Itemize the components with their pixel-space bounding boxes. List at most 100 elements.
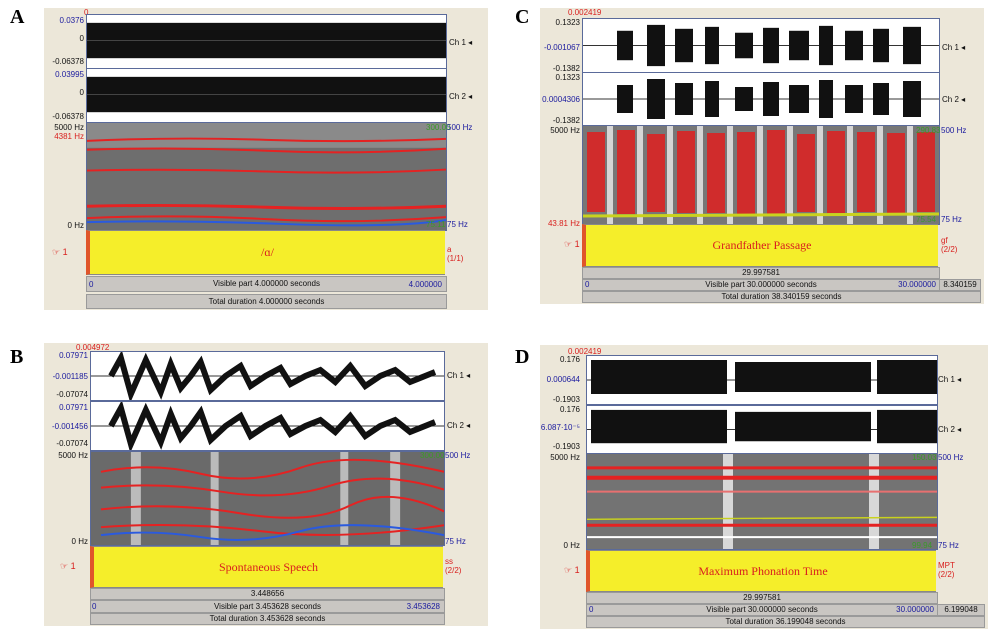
panel-c-selection-label: 29.997581 (742, 268, 780, 277)
panel-c-green-top: 290.83 (916, 126, 941, 135)
panel-a-visible-end: 4.000000 (408, 280, 442, 289)
panel-a-waveform-ch1[interactable] (86, 14, 447, 69)
panel-d-visible-bar[interactable]: Visible part 30.000000 seconds (586, 604, 938, 616)
panel-a-visible-label: Visible part 4.000000 seconds (212, 279, 321, 288)
panel-d-green-top: 150.03 (912, 453, 937, 462)
panel-c-wave2-svg (583, 79, 939, 119)
panel-d-selection-label: 29.997581 (743, 593, 781, 602)
panel-c-tier-num: ☞ 1 (564, 239, 580, 249)
panel-a-top-value: 0 (84, 8, 89, 17)
panel-b-top-value: 0.004972 (76, 343, 110, 352)
panel-a-spectrogram-svg (87, 123, 446, 230)
panel-d-visible-label: Visible part 30.000000 seconds (706, 605, 818, 614)
panel-c-waveform-ch1[interactable] (582, 18, 940, 73)
panel-d-ch1-label[interactable]: Ch 1 ◂ (938, 375, 962, 384)
panel-b-ch2-label[interactable]: Ch 2 ◂ (447, 421, 471, 430)
panel-c-total-bar[interactable]: Total duration 38.340159 seconds (582, 291, 981, 303)
panel-c-tier[interactable]: Grandfather Passage (582, 224, 938, 267)
panel-c-waveform-ch2[interactable] (582, 72, 940, 126)
panel-a-tier-num-value: 1 (62, 247, 68, 257)
panel-b-visible-bar[interactable]: Visible part 3.453628 seconds (90, 600, 445, 613)
panel-d-waveform-ch2[interactable] (586, 405, 938, 454)
panel-d-ch2-label[interactable]: Ch 2 ◂ (938, 425, 962, 434)
panel-a-total-label: Total duration 4.000000 seconds (208, 297, 325, 306)
panel-c-ch1-label[interactable]: Ch 1 ◂ (942, 43, 966, 52)
panel-d-waveform-ch1[interactable] (586, 355, 938, 405)
panel-c: 0.002419 0.1323 -0.001067 -0.1382 Ch 1 ◂… (540, 8, 984, 304)
panel-a-pitch-top: 500 Hz (447, 123, 473, 132)
panel-b-spectrogram-svg (91, 452, 444, 545)
panel-a-pitch-bottom: 75 Hz (447, 220, 468, 229)
panel-a-ch2-label[interactable]: Ch 2 ◂ (449, 92, 473, 101)
panel-d-pitch-bottom: 75 Hz (938, 541, 959, 550)
panel-d-tier-text[interactable]: Maximum Phonation Time (698, 564, 828, 578)
panel-d-spectrogram[interactable] (586, 453, 938, 550)
panel-b-tier-text[interactable]: Spontaneous Speech (219, 560, 318, 574)
panel-d-spec-bottom: 0 Hz (563, 541, 580, 550)
panel-d-wave1-svg (587, 360, 937, 394)
panel-d-ch1-mid: 0.000644 (546, 375, 580, 384)
panel-b-ch1-label[interactable]: Ch 1 ◂ (447, 371, 471, 380)
panel-a-tier-name: a (447, 245, 452, 254)
panel-a-tier-count: (1/1) (447, 254, 464, 263)
panel-b-tier-num: ☞ 1 (60, 561, 76, 571)
panel-a-wave1-svg (87, 22, 446, 59)
panel-c-visible-end: 30.000000 (898, 280, 936, 289)
panel-a-tier[interactable]: /ɑ/ (86, 230, 445, 275)
panel-c-tier-text[interactable]: Grandfather Passage (712, 238, 812, 252)
panel-c-selection-bar[interactable]: 29.997581 (582, 267, 940, 279)
panel-b-selection-bar[interactable]: 3.448656 (90, 588, 445, 600)
panel-a-letter: A (10, 6, 25, 28)
panel-c-extra-bar[interactable]: 8.340159 (939, 279, 981, 291)
panel-a-wave2-svg (87, 76, 446, 113)
panel-c-spectrogram-svg (583, 126, 939, 224)
panel-a-ch2-max: 0.03995 (55, 70, 84, 79)
panel-b-total-bar[interactable]: Total duration 3.453628 seconds (90, 613, 445, 625)
panel-c-pitch-bottom: 75 Hz (941, 215, 962, 224)
panel-c-tier-count: (2/2) (941, 245, 958, 254)
panel-a-ch1-max: 0.0376 (59, 16, 84, 25)
panel-b-wave1-svg (91, 352, 444, 400)
panel-b-wave2-svg (91, 402, 444, 450)
panel-b-total-label: Total duration 3.453628 seconds (209, 614, 326, 623)
panel-a-ch1-label[interactable]: Ch 1 ◂ (449, 38, 473, 47)
panel-c-visible-start: 0 (585, 280, 590, 289)
panel-d-top-value: 0.002419 (568, 347, 602, 356)
panel-c-spectrogram[interactable] (582, 125, 940, 225)
panel-b: 0.004972 0.07971 -0.001185 -0.07074 Ch 1… (44, 343, 488, 626)
panel-a-ch2-mid: 0 (79, 88, 84, 97)
panel-d-total-bar[interactable]: Total duration 36.199048 seconds (586, 616, 985, 628)
panel-b-waveform-ch1[interactable] (90, 351, 445, 401)
panel-d: 0.002419 0.176 0.000644 -0.1903 Ch 1 ◂ 0… (540, 345, 988, 629)
panel-c-total-label: Total duration 38.340159 seconds (721, 292, 842, 301)
panel-d-ch2-mid: 6.087·10⁻⁵ (540, 423, 580, 432)
panel-a-tier-text[interactable]: /ɑ/ (261, 245, 274, 259)
panel-b-ch1-max: 0.07971 (59, 351, 88, 360)
panel-d-extra-bar[interactable]: 6.199048 (937, 604, 985, 616)
panel-c-ch1-min: -0.1382 (552, 64, 580, 73)
panel-a-tier-num: ☞ 1 (52, 247, 68, 257)
panel-a-visible-bar[interactable]: Visible part 4.000000 seconds (86, 276, 447, 292)
panel-a-spectrogram[interactable] (86, 122, 447, 231)
panel-d-ch2-max: 0.176 (559, 405, 580, 414)
panel-d-tier-name: MPT (938, 561, 955, 570)
panel-b-letter: B (10, 346, 24, 368)
panel-b-tier[interactable]: Spontaneous Speech (90, 546, 443, 588)
panel-d-tier-num-value: 1 (574, 565, 580, 575)
panel-b-spec-bottom: 0 Hz (71, 537, 88, 546)
panel-a-waveform-ch2[interactable] (86, 68, 447, 123)
panel-d-tier[interactable]: Maximum Phonation Time (586, 550, 936, 592)
panel-b-spectrogram[interactable] (90, 451, 445, 546)
panel-d-spectrogram-svg (587, 454, 937, 549)
panel-a-total-bar[interactable]: Total duration 4.000000 seconds (86, 294, 447, 309)
panel-c-ch1-mid: -0.001067 (543, 43, 580, 52)
panel-d-ch2-min: -0.1903 (552, 442, 580, 451)
panel-c-spec-bottom: 43.81 Hz (547, 219, 580, 228)
panel-b-ch2-max: 0.07971 (59, 403, 88, 412)
panel-b-visible-label: Visible part 3.453628 seconds (213, 602, 322, 611)
panel-c-top-value: 0.002419 (568, 8, 602, 17)
panel-b-waveform-ch2[interactable] (90, 401, 445, 451)
panel-d-selection-bar[interactable]: 29.997581 (586, 592, 938, 604)
panel-d-tier-count: (2/2) (938, 570, 955, 579)
panel-c-ch2-label[interactable]: Ch 2 ◂ (942, 95, 966, 104)
